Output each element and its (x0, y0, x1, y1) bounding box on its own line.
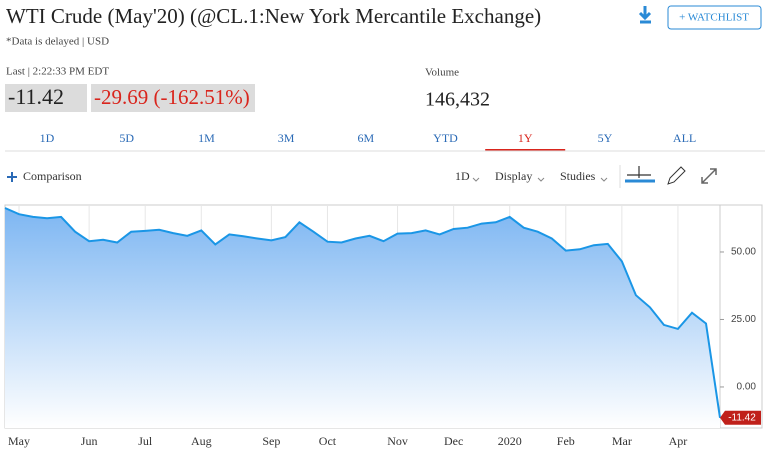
x-tick-label: 2020 (498, 434, 522, 448)
last-price: -11.42 (8, 84, 64, 109)
x-tick-label: Aug (191, 434, 212, 448)
x-tick-label: Jun (81, 434, 98, 448)
range-tab[interactable]: 5Y (598, 131, 613, 145)
last-price-label: -11.42 (728, 412, 756, 423)
price-area (5, 208, 720, 428)
x-tick-label: Nov (387, 434, 408, 448)
interval-menu[interactable]: 1D (455, 169, 470, 183)
price-chart: 0.00 25.00 50.00 May Jun Jul Aug Sep Oct Nov Dec 20… (4, 204, 763, 448)
x-tick-label: Sep (262, 434, 280, 448)
x-tick-label: Feb (557, 434, 575, 448)
x-tick-label: Dec (444, 434, 463, 448)
x-tick-label: May (8, 434, 30, 448)
x-tick-label: Oct (319, 434, 337, 448)
watchlist-label[interactable]: + WATCHLIST (679, 12, 749, 24)
range-tab[interactable]: 1M (198, 131, 215, 145)
price-line (4, 207, 721, 418)
x-tick-label: Jul (138, 434, 153, 448)
range-tab[interactable]: 5D (119, 131, 134, 145)
studies-menu[interactable]: Studies (560, 169, 596, 183)
draw-icon[interactable] (667, 166, 686, 185)
range-tab[interactable]: ALL (673, 131, 696, 145)
range-tab[interactable]: 1Y (518, 131, 533, 145)
range-tab[interactable]: 3M (278, 131, 295, 145)
y-tick-label: 50.00 (731, 247, 756, 258)
y-tick-label: 0.00 (737, 382, 757, 393)
y-tick-label: 25.00 (731, 314, 756, 325)
volume-label: Volume (425, 67, 459, 79)
comparison-button[interactable]: Comparison (23, 169, 82, 183)
watchlist-button[interactable] (667, 5, 762, 30)
range-tabs: 1D 5D 1M 3M 6M YTD 1Y 5Y ALL (40, 131, 696, 151)
last-price-tag (720, 410, 761, 425)
chevron (537, 177, 545, 182)
range-tab[interactable]: 6M (357, 131, 374, 145)
range-tab[interactable]: 1D (40, 131, 55, 145)
crosshair-icon[interactable] (627, 166, 651, 178)
plus-icon[interactable] (7, 172, 17, 182)
download-icon[interactable] (638, 6, 652, 24)
chevron (600, 177, 608, 182)
display-menu[interactable]: Display (495, 169, 532, 183)
last-box (5, 84, 87, 112)
x-tick-label: Apr (669, 434, 688, 448)
x-tick-label: Mar (612, 434, 632, 448)
price-change: -29.69 (-162.51%) (94, 85, 250, 109)
delay-note: *Data is delayed | USD (6, 36, 109, 48)
range-tab[interactable]: YTD (433, 131, 458, 145)
expand-icon[interactable] (701, 168, 717, 184)
volume-value: 146,432 (425, 89, 490, 111)
change-box (91, 84, 255, 112)
last-time: Last | 2:22:33 PM EDT (6, 66, 109, 78)
page-title: WTI Crude (May'20) (@CL.1:New York Merca… (6, 4, 541, 28)
chevron (472, 177, 480, 182)
